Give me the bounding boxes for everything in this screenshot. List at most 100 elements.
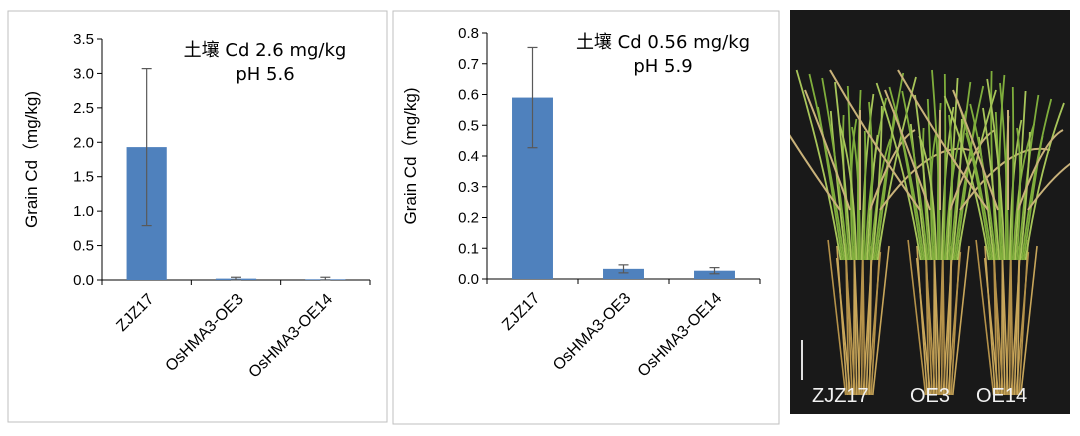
y-tick-label: 0.0 [458, 271, 479, 288]
error-bar-oshma3-oe14 [320, 276, 331, 281]
y-tick-label: 0.2 [458, 210, 479, 227]
y-tick-label: 3.0 [73, 65, 94, 82]
error-bar-oshma3-oe3 [618, 264, 629, 274]
y-tick-label: 0.6 [458, 87, 479, 104]
rice-leaf [795, 69, 842, 261]
chart-panel-soil-high-cd: 0.0 0.5 1.0 1.5 2.0 2.5 3.0 3.5 ZJZ17 OsHMA3-OE3 O… [0, 0, 390, 436]
error-bar-zjz17 [527, 46, 538, 149]
rice-leaf [1021, 98, 1053, 261]
x-tick-label: OsHMA3-OE14 [246, 291, 337, 382]
chart-frame [392, 10, 780, 425]
rice-stem [933, 245, 941, 396]
x-tick-label: OsHMA3-OE3 [163, 291, 247, 375]
rice-leaf [867, 101, 874, 261]
x-tick-label: ZJZ17 [113, 291, 157, 335]
rice-stem [1009, 239, 1014, 396]
rice-leaf [875, 82, 922, 261]
annotation-line-2: pH 5.9 [633, 56, 692, 77]
rice-leaf [821, 77, 849, 261]
rice-stem [872, 245, 890, 396]
rice-stem [907, 239, 927, 396]
y-tick-label: 2.5 [73, 100, 94, 117]
rice-leaf [834, 81, 853, 261]
rice-stem [1018, 239, 1029, 396]
chart-frame [7, 10, 388, 423]
photo-label-oe14: OE14 [976, 385, 1028, 407]
y-tick-label: 0.3 [458, 179, 479, 196]
rice-stem [948, 257, 953, 396]
rice-leaf [871, 105, 883, 261]
y-tick-label: 0.5 [458, 117, 479, 134]
y-axis-label: Grain Cd（mg/kg) [22, 91, 41, 228]
rice-stem [1016, 257, 1021, 396]
rice-leaf [999, 82, 1009, 261]
dry-leaf [1017, 129, 1064, 211]
rice-leaf [943, 95, 990, 261]
rice-stem [1001, 245, 1009, 396]
rice-leaf [862, 130, 867, 261]
rice-leaf [956, 89, 997, 261]
rice-leaf [851, 126, 861, 261]
rice-leaf [1010, 86, 1015, 261]
annotation-line-1: 土壤 Cd 2.6 mg/kg [184, 40, 347, 61]
photo-label-oe3: OE3 [910, 385, 951, 407]
error-bar-zjz17 [141, 68, 152, 227]
rice-stem [915, 257, 932, 396]
rice-leaf [918, 135, 938, 261]
annotation-line-1: 土壤 Cd 0.56 mg/kg [576, 32, 750, 53]
rice-stem [992, 251, 1004, 396]
x-tick-label: OsHMA3-OE3 [550, 290, 634, 374]
rice-stem [844, 251, 856, 396]
rice-stem [827, 239, 847, 396]
rice-leaf [947, 114, 954, 261]
rice-stem [952, 245, 970, 396]
bar-oshma3-oe14 [694, 270, 735, 279]
dry-leaf [790, 134, 841, 211]
annotation-line-2: pH 5.6 [235, 64, 294, 85]
y-tick-label: 3.5 [73, 31, 94, 48]
rice-leaf [1024, 102, 1065, 261]
rice-stem [950, 239, 961, 396]
dry-leaf [897, 69, 989, 211]
rice-leaf [926, 98, 936, 261]
x-tick-label: OsHMA3-OE14 [635, 290, 726, 381]
y-tick-label: 1.5 [73, 169, 94, 186]
rice-stem [870, 239, 881, 396]
error-bar-oshma3-oe3 [231, 276, 241, 281]
dry-leaf [804, 89, 851, 211]
rice-plants-photo: ZJZ17 OE3 OE14 [790, 10, 1070, 414]
rice-leaf [838, 122, 858, 261]
bar-chart-soil-high-cd: 0.0 0.5 1.0 1.5 2.0 2.5 3.0 3.5 ZJZ17 OsHMA3-OE3O… [7, 10, 388, 423]
rice-leaf [1015, 127, 1022, 261]
rice-leaf [914, 94, 933, 261]
rice-plants [790, 69, 1070, 396]
rice-leaf [888, 86, 926, 261]
rice-stem [975, 239, 995, 396]
y-tick-label: 0.1 [458, 240, 479, 257]
y-tick-label: 0.0 [73, 272, 94, 289]
rice-stem [924, 251, 936, 396]
bar-oshma3-oe3 [603, 268, 644, 279]
rice-leaf [951, 118, 963, 261]
y-tick-label: 1.0 [73, 203, 94, 220]
x-tick-label: ZJZ17 [499, 290, 543, 334]
rice-stem [835, 257, 852, 396]
error-bar-oshma3-oe14 [709, 267, 720, 275]
dry-leaf [829, 69, 921, 211]
rice-leaf [986, 78, 1006, 261]
rice-leaf [829, 110, 847, 261]
dry-leaf [884, 89, 931, 211]
y-tick-label: 0.7 [458, 56, 479, 73]
rice-leaf [846, 85, 856, 261]
rice-stem [1020, 245, 1038, 396]
rice-leaf [982, 107, 1001, 261]
rice-stem [868, 257, 873, 396]
rice-stem [941, 239, 946, 396]
rice-leaf [931, 69, 941, 261]
rice-leaf [874, 109, 896, 261]
rice-plants-illustration [790, 10, 1070, 414]
rice-leaf [1022, 135, 1044, 261]
y-tick-label: 2.0 [73, 134, 94, 151]
rice-leaf [990, 70, 999, 261]
